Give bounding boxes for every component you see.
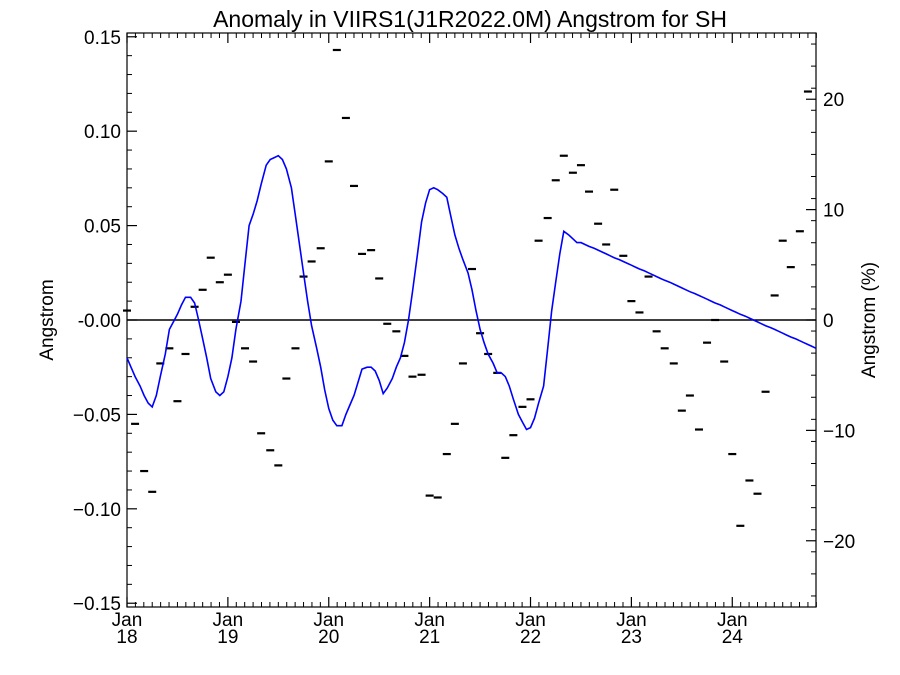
left-tick-label: −0.10 [73,500,121,521]
left-tick-label: −0.05 [73,405,121,426]
monthly-anomaly-markers [123,48,812,527]
x-tick-month: Jan [414,610,445,631]
x-tick-year: 22 [520,627,541,648]
x-tick-year: 23 [621,627,642,648]
x-tick-month: Jan [213,610,244,631]
right-tick-label: −10 [823,421,855,442]
x-tick-year: 18 [116,627,137,648]
chart-title: Anomaly in VIIRS1(J1R2022.0M) Angstrom f… [213,6,727,32]
x-tick-year: 21 [419,627,440,648]
x-tick-year: 20 [318,627,339,648]
right-tick-label: 10 [823,201,844,222]
x-tick-year: 24 [722,627,744,648]
x-tick-month: Jan [112,610,143,631]
x-tick-year: 19 [217,627,238,648]
right-tick-label: 20 [823,90,844,111]
x-tick-month: Jan [616,610,647,631]
right-tick-label: −20 [823,532,855,553]
x-tick-month: Jan [313,610,344,631]
left-tick-label: 0.10 [84,122,121,143]
left-y-axis-label: Angstrom [37,279,58,360]
right-tick-label: 0 [823,311,834,332]
smoothed-anomaly-line [126,154,817,431]
left-tick-label: −0.15 [73,594,121,615]
left-tick-label: 0.15 [84,28,121,49]
x-tick-month: Jan [717,610,748,631]
left-y-axis: −0.15 −0.10 −0.05 -0.00 0.05 0.10 0.15 [73,28,137,615]
right-y-axis-label: Angstrom (%) [859,262,880,378]
left-tick-label: 0.05 [84,217,121,238]
right-y-axis: −20 −10 0 10 20 [806,43,855,597]
left-tick-label: -0.00 [78,311,121,332]
x-tick-month: Jan [515,610,546,631]
